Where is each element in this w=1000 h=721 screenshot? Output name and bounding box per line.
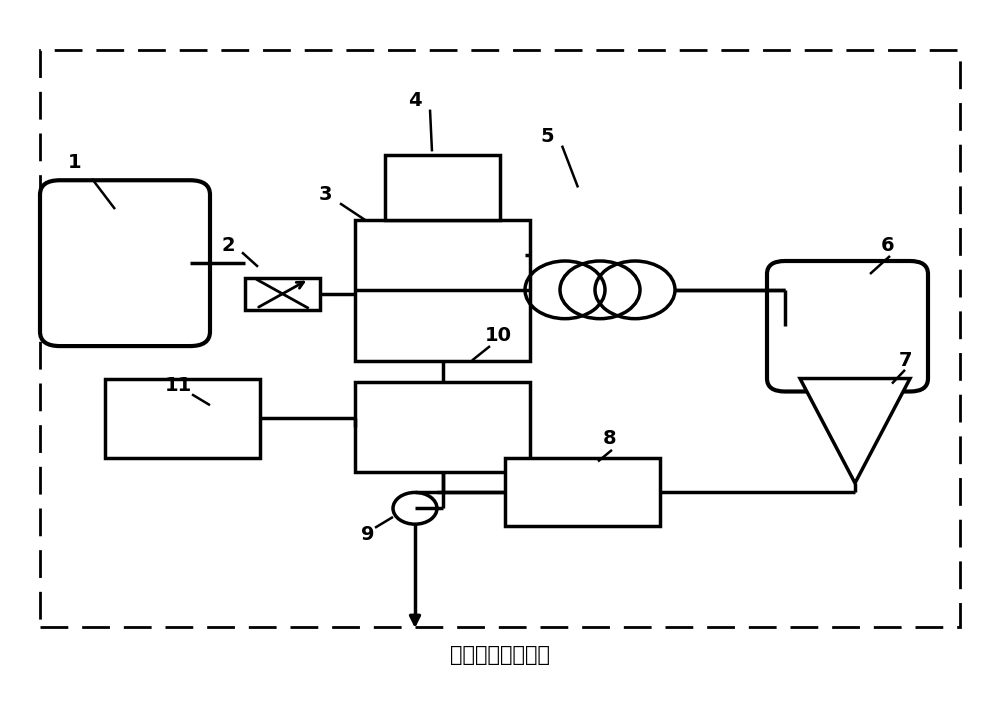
Bar [40, 50, 960, 627]
Text: 8: 8 [603, 429, 617, 448]
FancyBboxPatch shape [767, 261, 928, 392]
Text: 5: 5 [540, 128, 554, 146]
Bar [505, 458, 660, 526]
Text: 4: 4 [408, 92, 422, 110]
Bar [105, 379, 260, 458]
Text: 3: 3 [318, 185, 332, 204]
Text: 微波脉冲信号输出: 微波脉冲信号输出 [450, 645, 550, 665]
Text: 9: 9 [361, 526, 375, 544]
Bar [245, 278, 320, 310]
Bar [355, 382, 530, 472]
Text: 1: 1 [68, 153, 82, 172]
Text: 7: 7 [898, 351, 912, 370]
Bar [385, 155, 500, 220]
Text: 10: 10 [484, 326, 512, 345]
Text: 11: 11 [164, 376, 192, 395]
Text: 2: 2 [221, 236, 235, 255]
Text: 6: 6 [881, 236, 895, 255]
Polygon shape [800, 379, 910, 483]
Bar [355, 220, 530, 360]
FancyBboxPatch shape [40, 180, 210, 346]
